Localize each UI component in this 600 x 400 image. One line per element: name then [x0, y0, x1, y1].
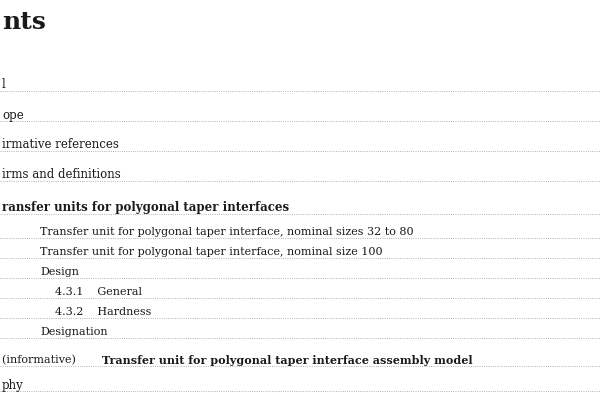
Text: l: l	[2, 78, 6, 92]
Text: ope: ope	[2, 108, 24, 122]
Text: phy: phy	[2, 378, 24, 392]
Text: Transfer unit for polygonal taper interface assembly model: Transfer unit for polygonal taper interf…	[102, 354, 472, 366]
Text: Design: Design	[40, 267, 79, 277]
Text: irms and definitions: irms and definitions	[2, 168, 121, 182]
Text: irmative references: irmative references	[2, 138, 119, 152]
Text: Transfer unit for polygonal taper interface, nominal sizes 32 to 80: Transfer unit for polygonal taper interf…	[40, 227, 413, 237]
Text: 4.3.1    General: 4.3.1 General	[55, 287, 142, 297]
Text: nts: nts	[2, 10, 46, 34]
Text: Designation: Designation	[40, 327, 107, 337]
Text: 4.3.2    Hardness: 4.3.2 Hardness	[55, 307, 151, 317]
Text: Transfer unit for polygonal taper interface, nominal size 100: Transfer unit for polygonal taper interf…	[40, 247, 383, 257]
Text: (informative): (informative)	[2, 355, 79, 365]
Text: ransfer units for polygonal taper interfaces: ransfer units for polygonal taper interf…	[2, 202, 289, 214]
